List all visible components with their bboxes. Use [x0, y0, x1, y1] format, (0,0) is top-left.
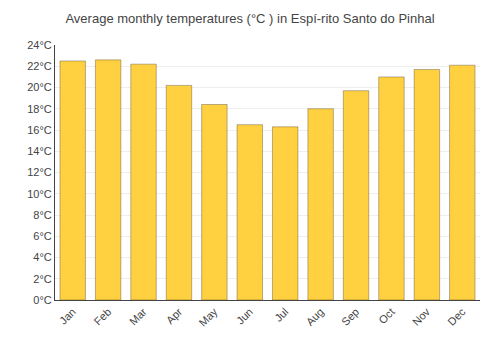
svg-text:20°C: 20°C [27, 81, 52, 93]
svg-text:12°C: 12°C [27, 166, 52, 178]
svg-text:Average monthly temperatures (: Average monthly temperatures (°C ) in Es… [65, 11, 434, 26]
svg-text:Jul: Jul [272, 306, 290, 324]
svg-text:Nov: Nov [410, 305, 433, 328]
svg-text:8°C: 8°C [33, 209, 52, 221]
svg-text:Feb: Feb [92, 306, 114, 328]
svg-text:Sep: Sep [339, 306, 361, 328]
svg-text:16°C: 16°C [27, 124, 52, 136]
svg-text:22°C: 22°C [27, 60, 52, 72]
svg-text:18°C: 18°C [27, 103, 52, 115]
svg-text:24°C: 24°C [27, 39, 52, 51]
svg-text:Apr: Apr [164, 305, 185, 326]
svg-text:Jan: Jan [57, 306, 78, 327]
svg-text:Jun: Jun [234, 306, 255, 327]
svg-text:10°C: 10°C [27, 188, 52, 200]
svg-text:4°C: 4°C [33, 251, 52, 263]
svg-text:Mar: Mar [127, 305, 149, 327]
svg-text:Aug: Aug [304, 306, 326, 328]
svg-text:6°C: 6°C [33, 230, 52, 242]
svg-text:2°C: 2°C [33, 273, 52, 285]
svg-text:14°C: 14°C [27, 145, 52, 157]
svg-text:Oct: Oct [376, 306, 397, 327]
svg-text:Dec: Dec [445, 305, 468, 328]
svg-text:0°C: 0°C [33, 294, 52, 306]
svg-text:May: May [197, 305, 221, 329]
